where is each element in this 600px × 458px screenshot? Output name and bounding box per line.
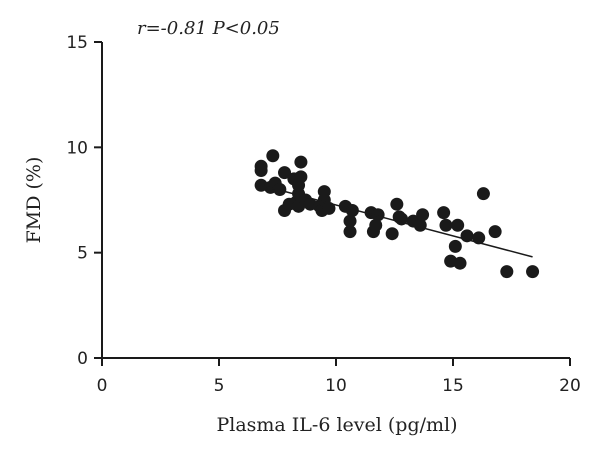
data-point (476, 187, 490, 201)
y-axis-title: FMD (%) (23, 157, 45, 244)
data-point (437, 206, 451, 220)
y-axis-ticks: 0 5 10 15 (66, 33, 102, 369)
data-point (343, 214, 357, 228)
x-tick-label: 0 (97, 376, 108, 396)
y-tick-label: 10 (66, 138, 88, 158)
data-point (385, 227, 399, 241)
data-point (371, 208, 385, 222)
correlation-annotation: r=-0.81 P<0.05 (137, 18, 280, 39)
data-point (526, 265, 540, 279)
data-points (254, 149, 540, 279)
plot-area (254, 149, 540, 279)
data-point (451, 218, 465, 232)
data-point (500, 265, 514, 279)
x-axis-title: Plasma IL-6 level (pg/ml) (216, 414, 457, 436)
x-tick-label: 15 (442, 376, 464, 396)
data-point (294, 155, 308, 169)
data-point (345, 204, 359, 218)
data-point (448, 239, 462, 253)
data-point (343, 225, 357, 239)
data-point (439, 218, 453, 232)
data-point (453, 256, 467, 270)
data-point (390, 197, 404, 211)
data-point (266, 149, 280, 163)
data-point (488, 225, 502, 239)
data-point (322, 201, 336, 215)
x-axis-ticks: 0 5 10 15 20 (97, 358, 581, 396)
x-tick-label: 5 (214, 376, 225, 396)
x-tick-label: 10 (325, 376, 347, 396)
data-point (278, 166, 292, 180)
data-point (416, 208, 430, 222)
trend-line (260, 184, 533, 258)
y-tick-label: 5 (77, 244, 88, 264)
data-point (254, 164, 268, 178)
y-tick-label: 0 (77, 349, 88, 369)
data-point (369, 218, 383, 232)
y-tick-label: 15 (66, 33, 88, 53)
data-point (294, 170, 308, 184)
x-tick-label: 20 (559, 376, 581, 396)
